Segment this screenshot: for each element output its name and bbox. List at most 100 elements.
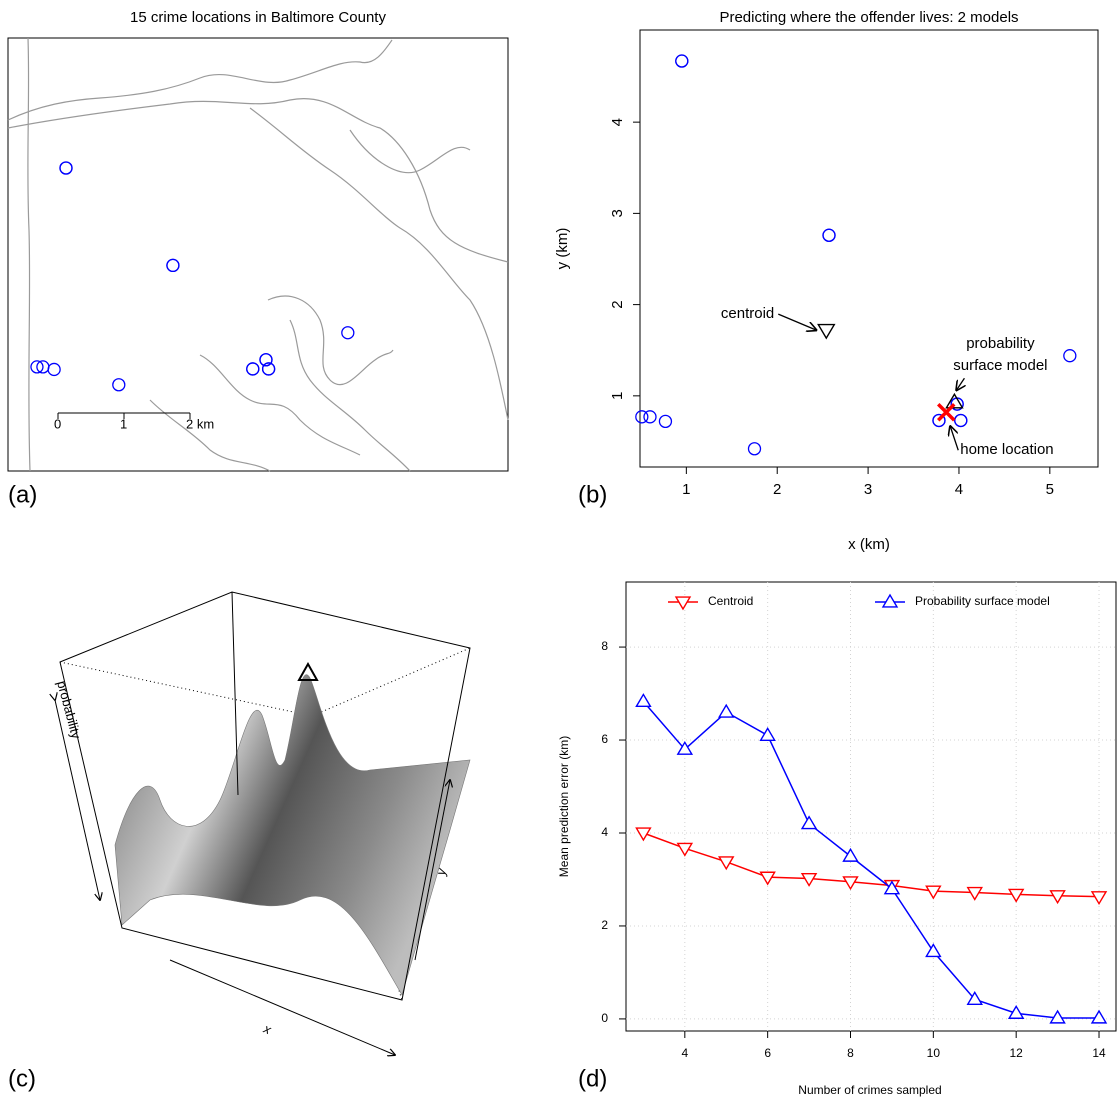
triangle-marker [800,815,818,830]
z-axis-label: probability [54,679,84,741]
triangle-marker [800,872,818,887]
triangle-marker [759,727,776,741]
series-line [642,700,1100,1019]
x-tick-label: 10 [927,1046,941,1060]
y-tick-label: 4 [609,118,626,126]
point [675,54,689,68]
point [822,228,836,242]
point [658,414,673,429]
point [635,410,649,424]
surface-plot [55,591,471,1055]
legend-marker [674,596,692,611]
map-coastline [7,37,509,472]
y-axis-label: y (km) [554,228,571,270]
triangle-marker [966,991,983,1005]
point [30,360,44,374]
axis-arrow [55,700,100,900]
point [747,442,762,456]
annotation: probability [966,335,1035,352]
triangle-marker [1007,888,1025,903]
y-tick-label: 3 [609,209,626,217]
x-tick-label: 3 [864,481,872,498]
x-axis-label: Number of crimes sampled [798,1083,941,1097]
triangle-marker [1049,1009,1066,1024]
triangle-marker [925,885,942,900]
plot-frame [625,581,1117,1032]
series-line [643,832,1100,898]
point [112,378,126,392]
box-edge [59,591,471,1001]
point [932,413,946,428]
scale-label: 2 km [186,416,214,431]
triangle-marker [635,827,652,842]
triangle-marker [1007,1004,1025,1019]
triangle-marker [1090,891,1108,906]
probability-surface [114,674,471,996]
scale-label: 0 [54,416,61,431]
triangle-marker [817,323,836,340]
chart-title: 15 crime locations in Baltimore County [130,9,386,26]
y-tick-label: 2 [601,918,608,932]
point [59,161,73,175]
x-tick-label: 1 [682,481,690,498]
point [259,353,273,367]
annotation-arrow [950,426,959,451]
peak-marker [297,661,319,681]
point [246,362,260,376]
annotation-arrow [778,313,816,330]
legend-label: Centroid [708,594,753,608]
point [643,410,657,424]
y-axis-label: y [433,866,450,878]
legend-label: Probability surface model [915,594,1050,608]
point [47,362,61,377]
triangle-marker [1090,1009,1108,1024]
legend-marker [881,593,899,608]
y-tick-label: 2 [609,300,626,308]
panel-label: (d) [578,1065,607,1092]
x-axis-label: x [261,1020,274,1037]
y-tick-label: 6 [601,732,608,746]
annotation: home location [960,441,1053,458]
x-tick-label: 12 [1009,1046,1023,1060]
triangle-marker [842,876,859,891]
x-tick-label: 4 [681,1046,688,1060]
panel-label: (b) [578,481,607,508]
triangle-marker [718,856,735,871]
point [166,258,180,273]
axis-arrow [414,780,450,961]
y-tick-label: 1 [609,392,626,400]
annotation: surface model [953,357,1047,374]
point [261,362,276,376]
triangle-marker [966,886,983,901]
y-axis-label: Mean prediction error (km) [557,736,571,877]
cross-marker [937,403,956,422]
triangle-marker [1049,890,1066,905]
x-tick-label: 2 [773,481,781,498]
point [341,326,355,340]
map-frame [7,37,509,472]
y-tick-label: 0 [601,1011,608,1025]
point [1063,349,1077,363]
y-tick-label: 8 [601,639,608,653]
triangle-marker [676,740,694,755]
annotation-arrow [956,377,964,390]
triangle-marker [945,392,964,409]
chart-title: Predicting where the offender lives: 2 m… [719,9,1018,26]
triangle-marker [676,842,694,857]
x-tick-label: 8 [847,1046,854,1060]
x-axis-label: x (km) [848,536,890,553]
x-tick-label: 14 [1092,1046,1106,1060]
x-tick-label: 6 [764,1046,771,1060]
triangle-marker [759,871,776,886]
triangle-marker [925,943,942,958]
triangle-marker [842,847,859,862]
point [954,413,968,428]
scale-label: 1 [120,416,127,431]
triangle-marker [718,703,735,718]
y-tick-label: 4 [601,825,608,839]
x-tick-label: 4 [955,481,963,498]
triangle-marker [635,693,652,708]
plot-frame [639,29,1099,468]
axis-arrow [169,959,395,1055]
